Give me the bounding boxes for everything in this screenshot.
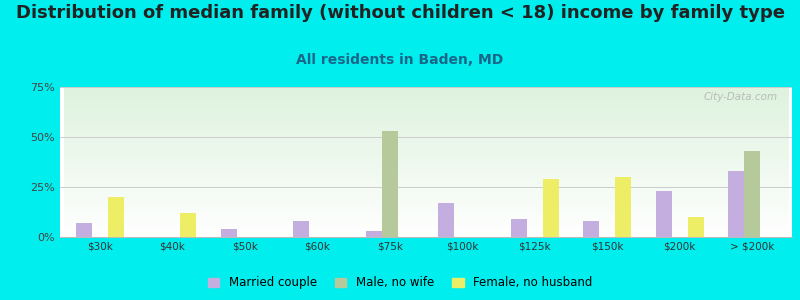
Bar [542,179,558,237]
Text: All residents in Baden, MD: All residents in Baden, MD [296,52,504,67]
Bar [510,219,526,237]
Bar [76,223,92,237]
Bar [366,231,382,237]
Bar [382,131,398,237]
Bar [108,197,124,237]
Text: City-Data.com: City-Data.com [703,92,778,101]
Bar [221,229,237,237]
Legend: Married couple, Male, no wife, Female, no husband: Married couple, Male, no wife, Female, n… [203,272,597,294]
Bar [744,151,760,237]
Bar [438,203,454,237]
Bar [656,191,672,237]
Bar [180,213,196,237]
Bar [728,171,744,237]
Bar [583,221,599,237]
Bar [615,177,631,237]
Bar [294,221,310,237]
Bar [688,217,703,237]
Text: Distribution of median family (without children < 18) income by family type: Distribution of median family (without c… [15,4,785,22]
